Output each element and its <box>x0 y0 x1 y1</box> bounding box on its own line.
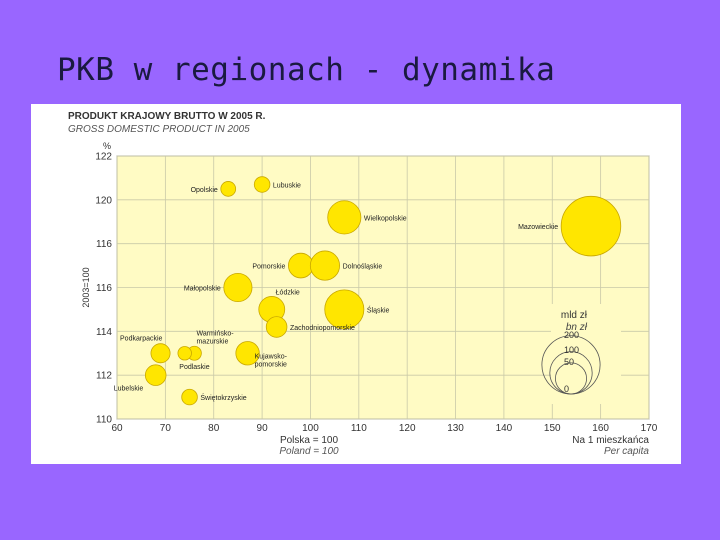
x-tick-label: 140 <box>496 423 513 434</box>
chart-figure: PRODUKT KRAJOWY BRUTTO W 2005 R. GROSS D… <box>31 104 681 464</box>
slide-title: PKB w regionach - dynamika <box>57 52 556 88</box>
bubble-point <box>177 346 192 361</box>
size-legend-circle <box>555 362 587 395</box>
y-tick-label: 112 <box>96 371 112 382</box>
bubble-chart: 60 70 80 90 100 110 120 130 140 150 160 170 110 112 11… <box>81 141 658 457</box>
size-legend-title: mld zł <box>561 310 588 321</box>
bubble-label-line: mazurskie <box>196 338 228 345</box>
bubble-point <box>253 176 271 193</box>
x-tick-label: 160 <box>592 423 609 434</box>
bubble-label: Pomorskie <box>252 264 285 271</box>
y-tick-label: 120 <box>95 195 112 206</box>
y-tick-label: 110 <box>96 415 112 426</box>
x-tick-label: 130 <box>447 423 464 434</box>
x-tick-label: 170 <box>641 423 658 434</box>
size-legend-value: 0 <box>564 384 569 394</box>
x-axis-label-en: Poland = 100 <box>279 446 339 457</box>
chart-title: PRODUKT KRAJOWY BRUTTO W 2005 R. <box>68 111 266 122</box>
x-axis-label: Polska = 100 <box>280 435 339 446</box>
bubble-label: Podkarpackie <box>120 336 163 343</box>
size-legend-value: 50 <box>564 357 574 367</box>
x-tick-label: 60 <box>111 423 123 434</box>
bubble-label: Świętokrzyskie <box>200 393 246 402</box>
bubble-label: Lubuskie <box>273 182 301 189</box>
bubble-point <box>181 388 198 406</box>
y-axis-label: 2003=100 <box>81 267 91 307</box>
bubble-point <box>144 364 167 386</box>
bubble-label: Łódzkie <box>276 289 300 296</box>
size-legend-value: 100 <box>564 345 579 355</box>
x-tick-label: 110 <box>351 423 367 434</box>
x-tick-label: 150 <box>544 423 561 434</box>
bubble-label: Wielkopolskie <box>364 215 407 222</box>
y-unit-label: % <box>103 141 111 151</box>
bubble-label-line: Kujawsko- <box>255 353 288 360</box>
x-axis-label-right-en: Per capita <box>604 446 649 457</box>
bubble-label-line: Warmińsko- <box>196 330 234 337</box>
bubble-label: Podlaskie <box>179 364 209 371</box>
bubble-label: Zachodniopomorskie <box>290 325 355 332</box>
bubble-point <box>150 343 171 364</box>
bubble-label: Opolskie <box>191 187 218 194</box>
chart-subtitle: GROSS DOMESTIC PRODUCT IN 2005 <box>68 124 250 135</box>
bubble-label: Śląskie <box>367 305 390 314</box>
bubble-label: Mazowieckie <box>518 224 558 231</box>
bubble-point <box>220 181 237 197</box>
bubble-point <box>265 316 288 338</box>
bubble-label-line: pomorskie <box>255 361 287 368</box>
x-tick-label: 100 <box>302 423 319 434</box>
bubble-label: Małopolskie <box>184 286 221 293</box>
x-tick-label: 70 <box>160 423 172 434</box>
x-tick-label: 80 <box>208 423 220 434</box>
bubble-point <box>327 200 362 235</box>
x-tick-label: 120 <box>399 423 416 434</box>
bubble-point <box>223 272 253 303</box>
bubble-label: Lubelskie <box>114 386 144 393</box>
x-tick-label: 90 <box>257 423 269 434</box>
y-tick-label: 116 <box>96 239 112 250</box>
bubble-point <box>309 250 341 281</box>
y-tick-label: 122 <box>95 152 112 163</box>
bubble-point <box>288 252 314 279</box>
bubble-label: Dolnośląskie <box>343 264 383 271</box>
size-legend-title-en: bn zł <box>566 322 588 333</box>
y-tick-label: 114 <box>96 327 112 338</box>
x-axis-label-right: Na 1 mieszkańca <box>572 435 649 446</box>
bubble-point <box>324 289 365 330</box>
bubble-point <box>560 195 622 257</box>
bubble-point <box>235 341 260 366</box>
size-legend-value: 200 <box>564 330 579 340</box>
y-tick-label: 116 <box>96 283 112 294</box>
